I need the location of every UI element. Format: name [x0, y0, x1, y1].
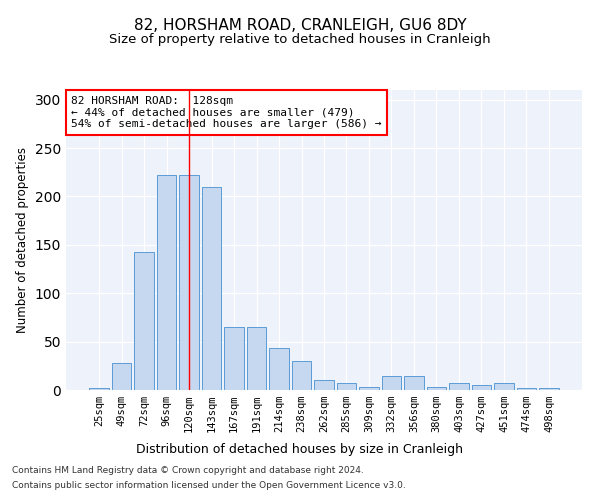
Bar	[292, 361, 311, 390]
Bar	[404, 376, 424, 390]
Bar	[359, 387, 379, 390]
Bar	[517, 388, 536, 390]
Text: 82 HORSHAM ROAD:  128sqm
← 44% of detached houses are smaller (479)
54% of semi-: 82 HORSHAM ROAD: 128sqm ← 44% of detache…	[71, 96, 382, 129]
Bar	[314, 380, 334, 390]
Text: 82, HORSHAM ROAD, CRANLEIGH, GU6 8DY: 82, HORSHAM ROAD, CRANLEIGH, GU6 8DY	[134, 18, 466, 32]
Y-axis label: Number of detached properties: Number of detached properties	[16, 147, 29, 333]
Bar	[494, 383, 514, 390]
Bar	[539, 388, 559, 390]
Text: Size of property relative to detached houses in Cranleigh: Size of property relative to detached ho…	[109, 32, 491, 46]
Bar	[157, 175, 176, 390]
Bar	[472, 385, 491, 390]
Bar	[427, 387, 446, 390]
Bar	[382, 376, 401, 390]
Bar	[269, 348, 289, 390]
Text: Contains HM Land Registry data © Crown copyright and database right 2024.: Contains HM Land Registry data © Crown c…	[12, 466, 364, 475]
Bar	[202, 187, 221, 390]
Bar	[337, 383, 356, 390]
Bar	[112, 363, 131, 390]
Bar	[247, 327, 266, 390]
Text: Contains public sector information licensed under the Open Government Licence v3: Contains public sector information licen…	[12, 481, 406, 490]
Bar	[179, 175, 199, 390]
Bar	[89, 388, 109, 390]
Text: Distribution of detached houses by size in Cranleigh: Distribution of detached houses by size …	[137, 442, 464, 456]
Bar	[134, 252, 154, 390]
Bar	[224, 327, 244, 390]
Bar	[449, 383, 469, 390]
